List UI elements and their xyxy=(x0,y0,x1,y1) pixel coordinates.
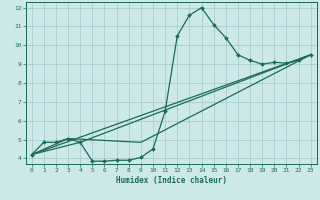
X-axis label: Humidex (Indice chaleur): Humidex (Indice chaleur) xyxy=(116,176,227,185)
